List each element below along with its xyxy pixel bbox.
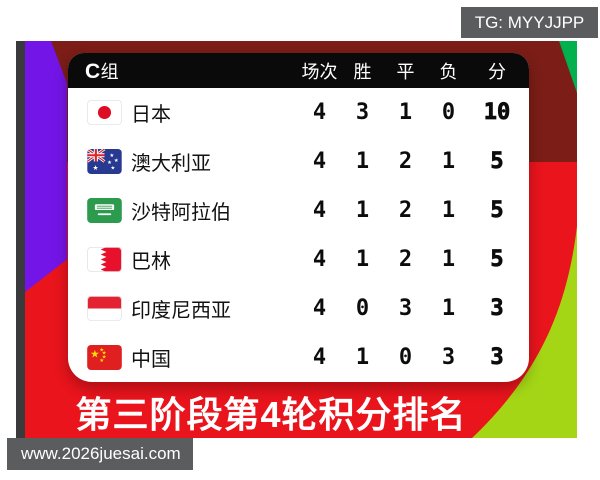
stat-draw: 2 [398, 198, 413, 223]
group-suffix: 组 [100, 61, 120, 82]
poster-background: C组 场次 胜 平 负 分 日本 4 3 1 0 10 ★ ★ ★ ★ ★ 澳大利亚 4… [16, 41, 577, 438]
team-stats: 4 0 3 1 3 [298, 284, 524, 333]
team-name: 印度尼西亚 [131, 300, 231, 322]
stat-played: 4 [312, 296, 327, 321]
stat-win: 1 [355, 345, 370, 370]
stat-loss: 1 [441, 149, 456, 174]
stat-loss: 1 [441, 247, 456, 272]
team-name: 日本 [131, 104, 171, 126]
team-name: 巴林 [131, 251, 171, 273]
stat-points: 5 [490, 198, 504, 224]
flag-china-icon: ★ ★ ★ ★ ★ [87, 345, 122, 370]
team-stats: 4 1 2 1 5 [298, 235, 524, 284]
stat-win: 1 [355, 149, 370, 174]
lime-sweep-shape [472, 226, 577, 438]
stat-win: 3 [355, 100, 370, 125]
table-row: ★ ★ ★ ★ ★ 澳大利亚 4 1 2 1 5 [68, 137, 529, 186]
column-headers: 场次 胜 平 负 分 [298, 53, 524, 88]
flag-bahrain-icon [87, 247, 122, 272]
stat-played: 4 [312, 149, 327, 174]
stat-points: 3 [490, 296, 504, 322]
flag-indonesia-icon [87, 296, 122, 321]
stat-draw: 1 [398, 100, 413, 125]
table-row: 沙特阿拉伯 4 1 2 1 5 [68, 186, 529, 235]
svg-text:★: ★ [92, 164, 98, 172]
svg-text:★: ★ [99, 358, 104, 364]
stat-points: 5 [490, 149, 504, 175]
banner-title: 第三阶段第4轮积分排名 [75, 394, 467, 435]
team-stats: 4 1 0 3 3 [298, 333, 524, 382]
svg-text:★: ★ [99, 347, 104, 353]
stat-win: 0 [355, 296, 370, 321]
stat-played: 4 [312, 198, 327, 223]
stat-played: 4 [312, 247, 327, 272]
team-stats: 4 1 2 1 5 [298, 186, 524, 235]
svg-text:★: ★ [90, 349, 99, 361]
stat-loss: 3 [441, 345, 456, 370]
stat-draw: 2 [398, 149, 413, 174]
left-dark-strip [16, 41, 25, 438]
team-name: 澳大利亚 [131, 153, 211, 175]
svg-text:★: ★ [114, 158, 119, 164]
telegram-badge-text: TG: MYYJJPP [474, 12, 585, 32]
table-row: 巴林 4 1 2 1 5 [68, 235, 529, 284]
column-header-win: 胜 [353, 61, 372, 82]
table-body: 日本 4 3 1 0 10 ★ ★ ★ ★ ★ 澳大利亚 4 1 2 1 5 沙特阿拉伯… [68, 88, 529, 382]
team-name: 沙特阿拉伯 [131, 202, 231, 224]
team-stats: 4 3 1 0 10 [298, 88, 524, 137]
stat-loss: 1 [441, 198, 456, 223]
stat-draw: 0 [398, 345, 413, 370]
table-row: ★ ★ ★ ★ ★ 中国 4 1 0 3 3 [68, 333, 529, 382]
column-header-points: 分 [488, 61, 506, 82]
table-row: 日本 4 3 1 0 10 [68, 88, 529, 137]
svg-text:★: ★ [107, 160, 112, 166]
stat-played: 4 [312, 100, 327, 125]
svg-text:★: ★ [102, 351, 107, 357]
standings-card: C组 场次 胜 平 负 分 日本 4 3 1 0 10 ★ ★ ★ ★ ★ 澳大利亚 4… [68, 53, 529, 382]
column-header-loss: 负 [439, 61, 458, 82]
purple-side-shape [25, 41, 67, 292]
standings-card-header: C组 场次 胜 平 负 分 [68, 53, 529, 88]
group-letter: C [85, 59, 101, 83]
svg-text:★: ★ [110, 166, 115, 172]
telegram-badge: TG: MYYJJPP [461, 7, 598, 38]
stat-draw: 2 [398, 247, 413, 272]
group-title: C组 [85, 58, 119, 84]
table-row: 印度尼西亚 4 0 3 1 3 [68, 284, 529, 333]
stat-loss: 0 [441, 100, 456, 125]
svg-text:★: ★ [102, 354, 107, 360]
stat-win: 1 [355, 247, 370, 272]
flag-saudi-arabia-icon [87, 198, 122, 223]
stat-points: 10 [483, 100, 511, 126]
team-stats: 4 1 2 1 5 [298, 137, 524, 186]
flag-japan-icon [87, 100, 122, 125]
stat-points: 5 [490, 247, 504, 273]
stat-draw: 3 [398, 296, 413, 321]
team-name: 中国 [131, 349, 171, 371]
site-url-text: www.2026juesai.com [21, 444, 181, 463]
stat-loss: 1 [441, 296, 456, 321]
stat-played: 4 [312, 345, 327, 370]
svg-text:★: ★ [110, 153, 115, 159]
column-header-played: 场次 [301, 61, 338, 82]
column-header-draw: 平 [396, 61, 415, 82]
site-url-badge: www.2026juesai.com [7, 438, 193, 470]
stat-points: 3 [490, 345, 504, 371]
stat-win: 1 [355, 198, 370, 223]
flag-australia-icon: ★ ★ ★ ★ ★ [87, 149, 122, 174]
